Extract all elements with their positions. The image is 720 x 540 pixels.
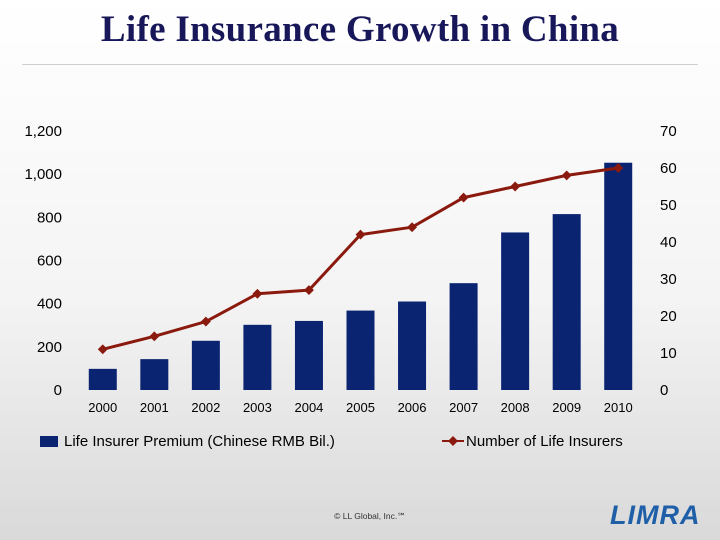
legend-label-insurers: Number of Life Insurers <box>466 433 623 450</box>
y-right-tick-label: 30 <box>660 271 677 288</box>
premium-bar <box>604 162 633 390</box>
x-tick-label: 2005 <box>346 400 375 415</box>
insurers-point <box>149 331 160 342</box>
insurers-point <box>561 170 572 181</box>
x-tick-label: 2004 <box>294 400 323 415</box>
y-right-tick-label: 40 <box>660 234 677 251</box>
limra-logo: LIMRA <box>610 500 701 530</box>
insurers-point <box>97 344 108 355</box>
premium-bar <box>243 324 272 390</box>
insurers-point <box>613 163 624 173</box>
premium-bar <box>88 368 117 390</box>
y-right-tick-label: 60 <box>660 160 677 177</box>
y-right-tick-label: 20 <box>660 308 677 325</box>
premium-bar <box>398 301 427 390</box>
x-tick-label: 2010 <box>604 400 633 415</box>
insurers-point <box>355 229 366 240</box>
y-left-tick-label: 800 <box>37 209 62 226</box>
x-tick-label: 2009 <box>552 400 581 415</box>
premium-bar <box>140 359 169 390</box>
title-divider <box>22 64 698 65</box>
y-left-tick-label: 1,200 <box>24 123 62 140</box>
premium-bar <box>191 340 220 390</box>
y-left-tick-label: 0 <box>54 382 62 399</box>
x-tick-label: 2007 <box>449 400 478 415</box>
x-tick-label: 2008 <box>501 400 530 415</box>
insurers-point <box>458 192 469 203</box>
y-right-tick-label: 70 <box>660 123 677 140</box>
insurers-point <box>304 285 314 296</box>
x-tick-label: 2001 <box>140 400 169 415</box>
y-right-tick-label: 50 <box>660 197 677 214</box>
y-left-tick-label: 200 <box>37 339 62 356</box>
insurers-point <box>510 181 521 192</box>
copyright-text: © LL Global, Inc.℠ <box>334 511 406 521</box>
x-tick-label: 2003 <box>243 400 272 415</box>
premium-bar <box>501 232 530 390</box>
insurers-point <box>200 316 211 327</box>
y-right-tick-label: 10 <box>660 345 677 362</box>
premium-bar <box>552 214 581 390</box>
premium-bar <box>449 283 478 390</box>
x-tick-label: 2000 <box>88 400 117 415</box>
premium-bar <box>294 320 323 390</box>
slide-title: Life Insurance Growth in China <box>100 9 620 50</box>
y-left-tick-label: 400 <box>37 296 62 313</box>
premium-bar <box>346 310 375 390</box>
insurers-point <box>407 222 417 233</box>
y-right-tick-label: 0 <box>660 382 668 399</box>
legend-swatch-premium <box>40 436 58 447</box>
x-tick-label: 2002 <box>191 400 220 415</box>
legend-swatch-insurers <box>442 436 464 446</box>
legend-label-premium: Life Insurer Premium (Chinese RMB Bil.) <box>64 433 335 450</box>
y-left-tick-label: 600 <box>37 253 62 270</box>
x-tick-label: 2006 <box>398 400 427 415</box>
y-left-tick-label: 1,000 <box>24 166 62 183</box>
insurers-point <box>252 288 263 299</box>
